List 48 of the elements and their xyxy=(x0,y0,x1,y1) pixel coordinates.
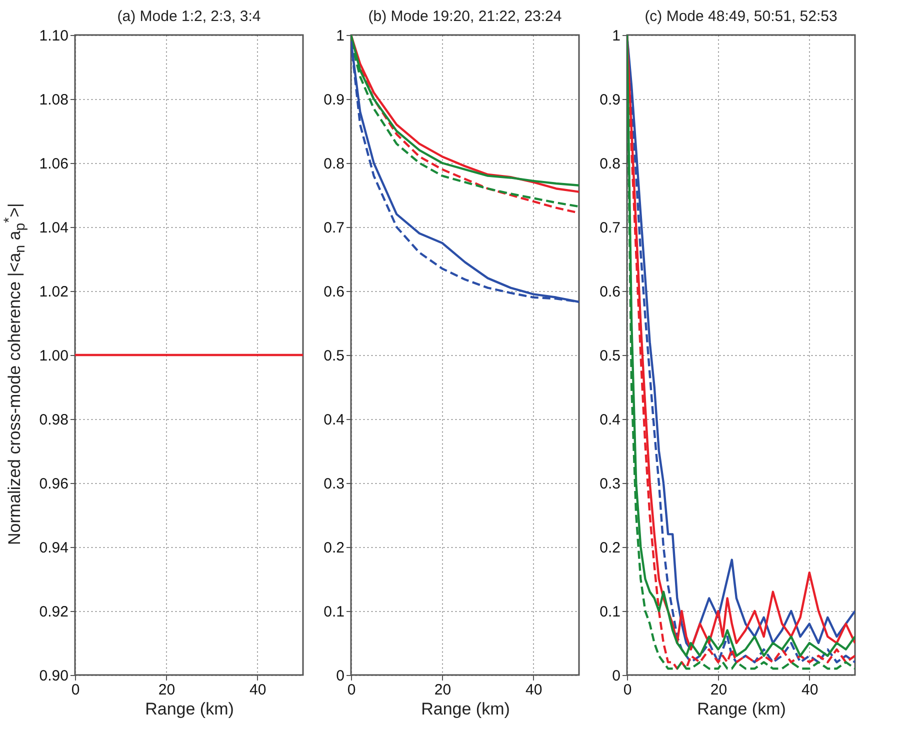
y-tick-label: 0.1 xyxy=(600,604,620,620)
x-tick-label: 20 xyxy=(158,682,176,698)
y-tick-label: 0 xyxy=(612,668,620,684)
y-tick-label: 0.3 xyxy=(600,476,620,492)
y-tick-label: 0.2 xyxy=(600,540,620,556)
x-tick-label: 40 xyxy=(802,682,818,698)
y-tick-label: 1.10 xyxy=(39,28,68,44)
y-tick-label: 0.8 xyxy=(600,156,620,172)
y-tick-label: 1 xyxy=(336,28,344,44)
x-tick-label: 20 xyxy=(434,682,452,698)
chart-title: (b) Mode 19:20, 21:22, 23:24 xyxy=(368,8,562,25)
y-tick-label: 0.4 xyxy=(324,412,344,428)
x-tick-label: 0 xyxy=(623,682,632,698)
y-tick-label: 0 xyxy=(336,668,344,684)
x-tick-label: 0 xyxy=(71,682,80,698)
y-tick-label: 0.3 xyxy=(324,476,344,492)
y-tick-label: 1.06 xyxy=(39,156,68,172)
x-tick-label: 40 xyxy=(526,682,542,698)
x-axis-title: Range (km) xyxy=(697,700,786,718)
y-tick-label: 1.00 xyxy=(39,348,68,364)
y-tick-label: 0.94 xyxy=(39,540,68,556)
y-tick-label: 0.6 xyxy=(324,284,344,300)
y-tick-label: 1 xyxy=(612,28,620,44)
x-tick-label: 40 xyxy=(250,682,266,698)
y-tick-label: 1.02 xyxy=(39,284,68,300)
chart-title: (c) Mode 48:49, 50:51, 52:53 xyxy=(644,8,838,25)
y-tick-label: 0.5 xyxy=(600,348,620,364)
y-tick-label: 0.1 xyxy=(324,604,344,620)
y-tick-label: 0.98 xyxy=(39,412,68,428)
y-tick-label: 0.92 xyxy=(39,604,68,620)
y-tick-label: 0.6 xyxy=(600,284,620,300)
y-tick-label: 0.90 xyxy=(39,668,68,684)
y-tick-label: 1.08 xyxy=(39,92,68,108)
y-tick-label: 0.5 xyxy=(324,348,344,364)
y-tick-label: 0.7 xyxy=(600,220,620,236)
y-tick-label: 0.7 xyxy=(324,220,344,236)
x-tick-label: 0 xyxy=(347,682,356,698)
y-tick-label: 0.96 xyxy=(39,476,68,492)
y-tick-label: 1.04 xyxy=(39,220,68,236)
y-tick-label: 0.9 xyxy=(600,92,620,108)
x-axis-title: Range (km) xyxy=(421,700,510,718)
y-tick-label: 0.9 xyxy=(324,92,344,108)
y-tick-label: 0.4 xyxy=(600,412,620,428)
y-tick-label: 0.2 xyxy=(324,540,344,556)
x-axis-title: Range (km) xyxy=(145,700,234,718)
x-tick-label: 20 xyxy=(710,682,728,698)
chart-title: (a) Mode 1:2, 2:3, 3:4 xyxy=(117,8,261,25)
y-tick-label: 0.8 xyxy=(324,156,344,172)
